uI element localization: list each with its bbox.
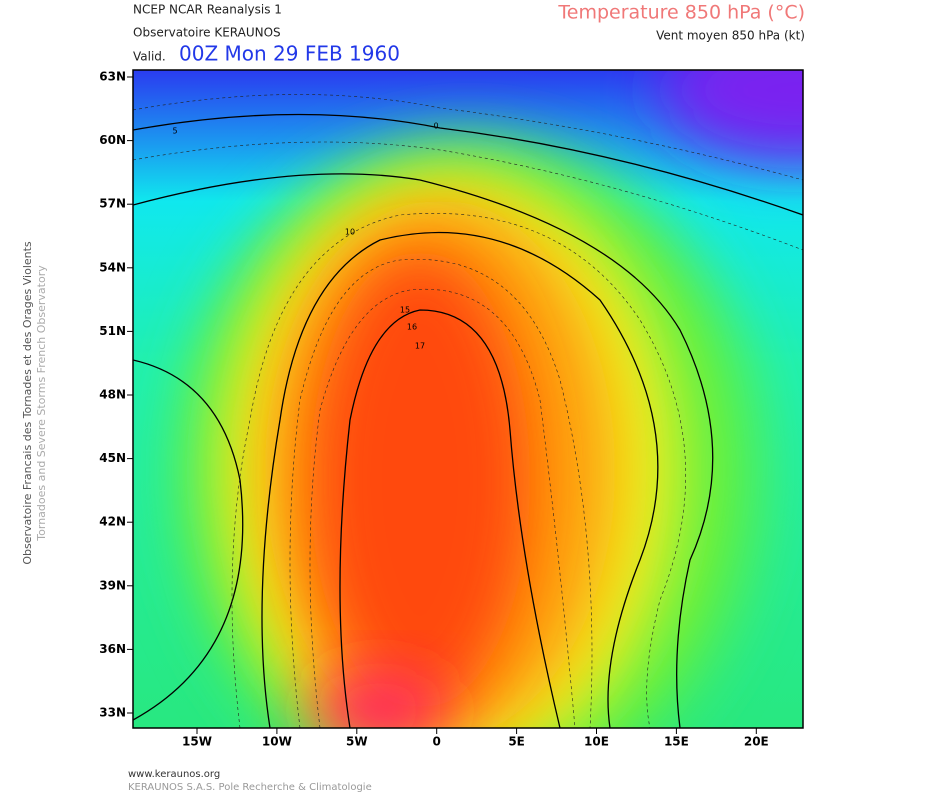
subtitle: Vent moyen 850 hPa (kt)	[656, 29, 805, 43]
lat-label: 39N	[99, 578, 126, 592]
lon-label: 0	[433, 735, 441, 749]
lat-label: 45N	[99, 451, 126, 465]
lon-label: 10E	[584, 735, 609, 749]
lat-label: 54N	[99, 260, 126, 274]
side-text: Tornadoes and Severe Storms French Obser…	[35, 265, 48, 542]
footer-url: www.keraunos.org	[128, 769, 220, 780]
source: NCEP NCAR Reanalysis 1	[133, 3, 282, 17]
lon-label: 5E	[508, 735, 525, 749]
temperature-field	[133, 70, 803, 728]
lat-label: 33N	[99, 706, 126, 720]
lat-label: 63N	[99, 70, 126, 84]
lon-label: 10W	[262, 735, 292, 749]
contour-label: 0	[433, 122, 438, 131]
lon-label: 20E	[744, 735, 769, 749]
footer-company: KERAUNOS S.A.S. Pole Recherche & Climato…	[128, 782, 372, 793]
title: Temperature 850 hPa (°C)	[557, 2, 805, 24]
valid-date: 00Z Mon 29 FEB 1960	[179, 42, 400, 66]
contour-label: 10	[345, 228, 355, 237]
lon-label: 15W	[182, 735, 212, 749]
lat-label: 51N	[99, 324, 126, 338]
contour-label: 17	[415, 342, 425, 351]
lat-label: 42N	[99, 515, 126, 529]
lat-label: 57N	[99, 197, 126, 211]
contour-label: 15	[400, 306, 410, 315]
map-frame	[132, 69, 804, 729]
lat-label: 60N	[99, 133, 126, 147]
lat-label: 36N	[99, 642, 126, 656]
observatory: Observatoire KERAUNOS	[133, 26, 281, 40]
valid-prefix: Valid.	[133, 50, 166, 64]
side-text: Observatoire Francais des Tornades et de…	[21, 241, 34, 565]
lon-label: 15E	[664, 735, 689, 749]
lon-label: 5W	[346, 735, 368, 749]
contour-label: 16	[407, 323, 417, 332]
lat-label: 48N	[99, 388, 126, 402]
contour-label: 5	[172, 127, 177, 136]
